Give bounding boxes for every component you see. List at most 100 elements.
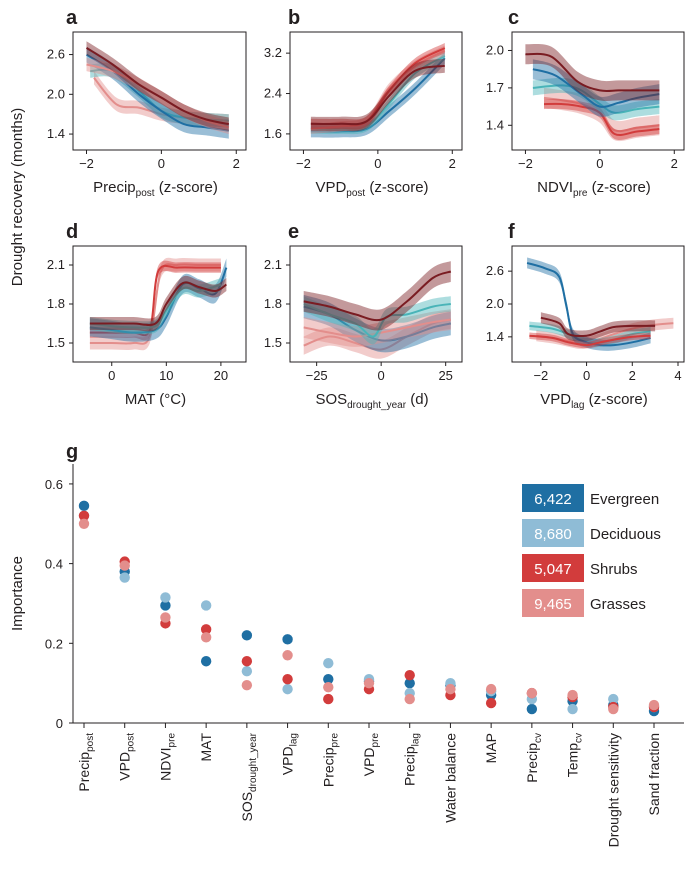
panel-a: a 1.4 2.0 2.6 −2 0 2 Precippost (z-score) (47, 7, 247, 199)
category-label: MAP (483, 733, 499, 763)
series-line (310, 54, 446, 131)
y-tick-label: 1.5 (47, 335, 65, 350)
series-line (532, 68, 660, 108)
legend-label: Evergreen (590, 491, 659, 508)
importance-point-shrubs (78, 510, 90, 521)
x-tick-label: 2 (449, 156, 456, 171)
importance-point-grasses (608, 703, 619, 715)
confidence-band (532, 59, 660, 117)
importance-point-evergreen (241, 630, 253, 641)
series-line (540, 316, 656, 337)
legend-swatch-shrubs (522, 554, 584, 582)
importance-point-grasses (282, 650, 293, 661)
y-tick-label: 1.7 (486, 80, 504, 95)
panel-letter-b: b (288, 7, 300, 29)
panel-letter-c: c (508, 7, 519, 29)
x-tick-label: 2 (233, 156, 240, 171)
series-line (303, 318, 452, 351)
confidence-band (310, 43, 445, 130)
y-tick-label: 2.6 (486, 263, 504, 278)
series-line (310, 64, 445, 126)
category-label: Water balance (442, 733, 458, 823)
panel-e: e 1.5 1.8 2.1 −25 0 25 SOSdrought_year (d) (264, 221, 463, 411)
panel-b: b 1.6 2.4 3.2 −2 0 2 VPDpost (z-score) (264, 7, 463, 199)
x-axis-label: VPDpost (z-score) (315, 179, 428, 199)
importance-point-deciduous (323, 658, 334, 669)
x-tick-label: 0 (378, 368, 385, 383)
category-label: Precippre (320, 733, 340, 788)
importance-point-shrubs (241, 656, 253, 667)
legend: 6,422 Evergreen 8,680 Deciduous 5,047 Shrubs 9… (522, 484, 661, 617)
y-tick-label: 2.6 (47, 47, 65, 62)
y-tick-label: 0.2 (45, 636, 63, 651)
category-label: Preciplag (402, 733, 422, 786)
x-tick-label: 10 (159, 368, 173, 383)
series-line (89, 283, 222, 329)
y-tick-label: 2.0 (486, 296, 504, 311)
category-label: Drought sensitivity (605, 733, 621, 847)
panel-d: d 1.5 1.8 2.1 0 10 20 MAT (°C) (47, 221, 247, 408)
y-axis-label: Importance (9, 556, 26, 631)
panel-letter-f: f (508, 221, 515, 243)
y-tick-label: 1.4 (486, 329, 504, 344)
importance-point-deciduous (608, 693, 619, 705)
importance-point-shrubs (485, 697, 497, 709)
confidence-band (544, 98, 660, 141)
category-label: Precippost (76, 733, 96, 792)
x-axis-label: MAT (°C) (125, 391, 186, 408)
y-tick-label: 1.6 (264, 126, 282, 141)
x-axis-label: NDVIpre (z-score) (537, 179, 651, 199)
category-label: VPDpre (361, 733, 381, 777)
series-line (303, 270, 452, 322)
x-tick-label: 0 (374, 156, 381, 171)
importance-point-shrubs (323, 693, 334, 705)
importance-point-deciduous (282, 683, 293, 695)
importance-point-deciduous (160, 592, 171, 603)
importance-point-grasses (526, 687, 538, 699)
legend-count: 9,465 (534, 596, 572, 613)
series-line (525, 52, 660, 93)
confidence-band (303, 309, 451, 347)
confidence-band (303, 310, 451, 359)
importance-point-shrubs (200, 624, 212, 635)
panel-c: c 1.4 1.7 2.0 −2 0 2 NDVIpre (z-score) (486, 7, 685, 199)
x-tick-label: 0 (158, 156, 165, 171)
importance-point-evergreen (526, 703, 538, 715)
panel-letter-e: e (288, 221, 299, 243)
importance-point-deciduous (200, 600, 212, 611)
legend-count: 8,680 (534, 526, 572, 543)
x-tick-label: −2 (533, 368, 548, 383)
plot-frame (72, 31, 247, 151)
legend-count: 6,422 (534, 491, 572, 508)
importance-point-grasses (404, 693, 415, 705)
x-axis-label: Precippost (z-score) (93, 179, 218, 199)
importance-point-grasses (78, 518, 90, 529)
category-label: Sand fraction (646, 733, 662, 816)
y-tick-label: 1.4 (486, 117, 504, 132)
importance-point-deciduous (119, 572, 130, 583)
y-tick-label: 2.1 (47, 257, 65, 272)
importance-point-deciduous (567, 703, 578, 715)
legend-label: Grasses (590, 596, 646, 613)
confidence-band (310, 58, 445, 132)
y-tick-label: 2.0 (47, 86, 65, 101)
y-tick-label: 0.6 (45, 477, 63, 492)
panel-letter-d: d (66, 221, 78, 243)
legend-label: Deciduous (590, 526, 661, 543)
series-line (89, 263, 221, 345)
importance-point-deciduous (241, 666, 253, 677)
panel-g: g 0 0.2 0.4 0.6 Importance Precippost VPDpost ND… (9, 441, 684, 847)
panel-f: f 1.4 2.0 2.6 −2 0 2 4 VPDlag (z-score) (486, 221, 685, 411)
importance-point-grasses (119, 560, 130, 571)
shared-y-axis-label: Drought recovery (months) (9, 108, 26, 286)
confidence-band (303, 261, 451, 331)
y-tick-label: 1.8 (264, 296, 282, 311)
y-tick-label: 1.8 (47, 296, 65, 311)
x-tick-label: −2 (296, 156, 311, 171)
importance-point-grasses (485, 683, 497, 695)
category-label: VPDpost (117, 733, 137, 781)
x-tick-label: 20 (214, 368, 228, 383)
series-line (85, 47, 229, 126)
category-label: VPDlag (280, 733, 300, 775)
